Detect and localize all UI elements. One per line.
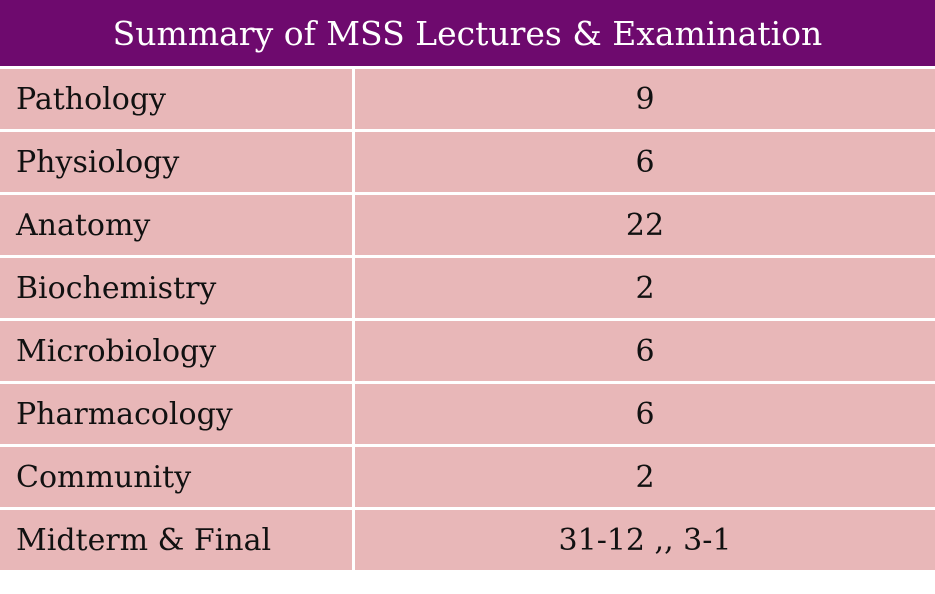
summary-table-container: Summary of MSS Lectures & Examination Pa… [0,0,935,573]
count-cell: 6 [355,384,935,447]
summary-table: Summary of MSS Lectures & Examination Pa… [0,0,935,573]
table-row: Pharmacology 6 [0,384,935,447]
table-row: Physiology 6 [0,132,935,195]
subject-cell: Pharmacology [0,384,355,447]
subject-cell: Midterm & Final [0,510,355,573]
table-row: Pathology 9 [0,69,935,132]
subject-cell: Community [0,447,355,510]
count-cell: 31-12 ,, 3-1 [355,510,935,573]
count-cell: 22 [355,195,935,258]
table-row: Microbiology 6 [0,321,935,384]
table-row: Biochemistry 2 [0,258,935,321]
count-cell: 2 [355,447,935,510]
table-row: Midterm & Final 31-12 ,, 3-1 [0,510,935,573]
count-cell: 6 [355,321,935,384]
subject-cell: Microbiology [0,321,355,384]
table-row: Community 2 [0,447,935,510]
count-cell: 9 [355,69,935,132]
count-cell: 2 [355,258,935,321]
table-row: Anatomy 22 [0,195,935,258]
header-row: Summary of MSS Lectures & Examination [0,0,935,69]
subject-cell: Anatomy [0,195,355,258]
count-cell: 6 [355,132,935,195]
table-title: Summary of MSS Lectures & Examination [0,0,935,69]
subject-cell: Physiology [0,132,355,195]
subject-cell: Pathology [0,69,355,132]
subject-cell: Biochemistry [0,258,355,321]
